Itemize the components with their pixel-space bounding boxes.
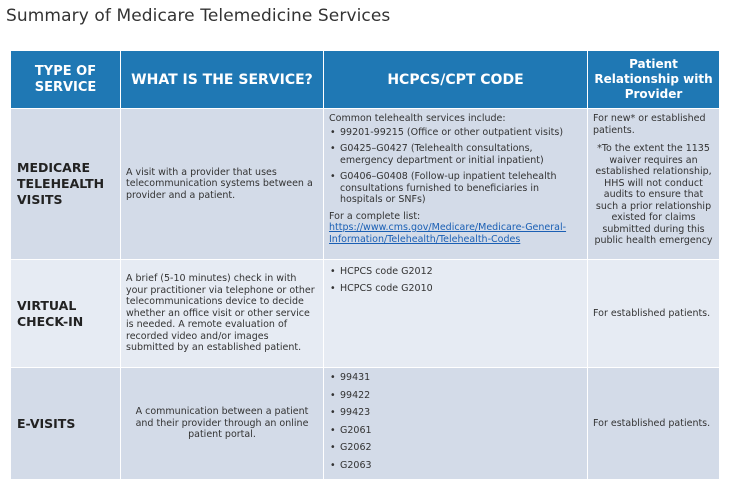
code-list-item: G0425–G0427 (Telehealth consultations, e… [330, 143, 582, 166]
service-code-cell: Common telehealth services include: 9920… [323, 108, 588, 260]
service-type-cell: VIRTUAL CHECK-IN [10, 259, 121, 368]
table-row-virtual-check-in: VIRTUAL CHECK-IN A brief (5-10 minutes) … [10, 259, 720, 368]
service-description-cell: A visit with a provider that uses teleco… [120, 108, 324, 260]
telemedicine-summary-table-container: TYPE OF SERVICE WHAT IS THE SERVICE? HCP… [10, 50, 720, 480]
code-list-item: G2062 [330, 442, 582, 454]
code-intro: Common telehealth services include: [329, 113, 506, 124]
relationship-text: For new* or established patients. [593, 113, 706, 136]
code-list-item: 99422 [330, 390, 582, 402]
code-list-item: 99201-99215 (Office or other outpatient … [330, 127, 582, 139]
code-list-item: HCPCS code G2010 [330, 283, 582, 295]
code-list-item: G2061 [330, 425, 582, 437]
telemedicine-summary-table: TYPE OF SERVICE WHAT IS THE SERVICE? HCP… [10, 50, 720, 480]
cms-telehealth-codes-link[interactable]: https://www.cms.gov/Medicare/Medicare-Ge… [329, 222, 567, 245]
relationship-cell: For new* or established patients. *To th… [587, 108, 720, 260]
relationship-footnote: *To the extent the 1135 waiver requires … [594, 143, 713, 246]
relationship-cell: For established patients. [587, 367, 720, 480]
service-code-cell: HCPCS code G2012 HCPCS code G2010 [323, 259, 588, 368]
service-type-cell: MEDICARE TELEHEALTH VISITS [10, 108, 121, 260]
header-row: TYPE OF SERVICE WHAT IS THE SERVICE? HCP… [10, 50, 720, 109]
code-list: HCPCS code G2012 HCPCS code G2010 [329, 266, 582, 294]
code-list-item: G2063 [330, 460, 582, 472]
code-list-item: G0406–G0408 (Follow-up inpatient telehea… [330, 171, 582, 206]
service-code-cell: 99431 99422 99423 G2061 G2062 G2063 [323, 367, 588, 480]
code-list-item: 99431 [330, 372, 582, 384]
header-what-is-the-service: WHAT IS THE SERVICE? [120, 50, 324, 109]
code-list-item: HCPCS code G2012 [330, 266, 582, 278]
code-list: 99201-99215 (Office or other outpatient … [329, 127, 582, 206]
header-patient-relationship: Patient Relationship with Provider [587, 50, 720, 109]
service-type-cell: E-VISITS [10, 367, 121, 480]
table-row-telehealth-visits: MEDICARE TELEHEALTH VISITS A visit with … [10, 108, 720, 260]
service-description-cell: A communication between a patient and th… [120, 367, 324, 480]
page-title: Summary of Medicare Telemedicine Service… [6, 6, 391, 26]
service-description-cell: A brief (5-10 minutes) check in with you… [120, 259, 324, 368]
header-type-of-service: TYPE OF SERVICE [10, 50, 121, 109]
table-row-e-visits: E-VISITS A communication between a patie… [10, 367, 720, 480]
code-list: 99431 99422 99423 G2061 G2062 G2063 [329, 372, 582, 471]
complete-list-label: For a complete list: [329, 210, 421, 222]
header-hcpcs-cpt-code: HCPCS/CPT CODE [323, 50, 588, 109]
code-list-item: 99423 [330, 407, 582, 419]
relationship-cell: For established patients. [587, 259, 720, 368]
